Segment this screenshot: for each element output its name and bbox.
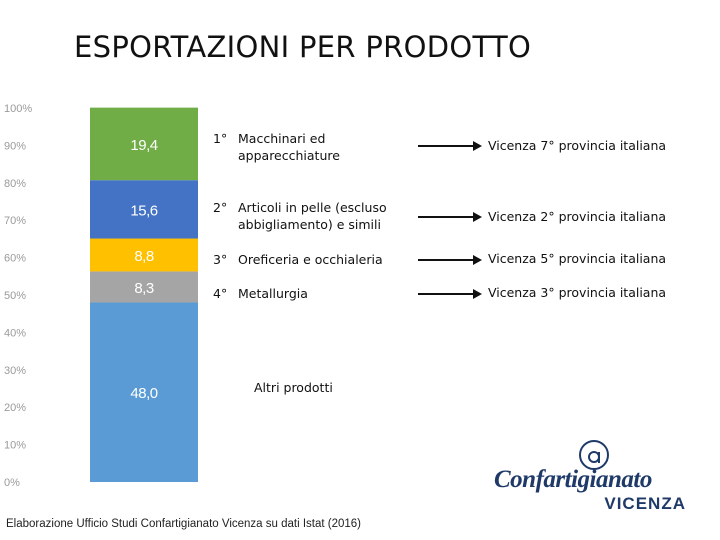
y-tick-label: 70% — [4, 215, 26, 227]
arrow-icon — [418, 255, 482, 265]
y-tick-label: 0% — [4, 477, 20, 489]
y-tick-label: 10% — [4, 440, 26, 452]
other-products-label: Altri prodotti — [254, 380, 333, 395]
bar-value-label: 8,3 — [134, 280, 154, 297]
confartigianato-logo: Confartigianato VICENZA — [494, 438, 694, 518]
product-name-continued: apparecchiature — [238, 148, 340, 163]
bar-segment-3 — [90, 238, 198, 272]
province-rank-2: Vicenza 2° provincia italiana — [488, 209, 667, 224]
logo-mark-icon — [579, 440, 609, 470]
product-rank: 2° — [213, 200, 228, 215]
product-1: 1° Macchinari ed apparecchiature — [213, 130, 340, 164]
source-note: Elaborazione Ufficio Studi Confartigiana… — [6, 518, 362, 530]
product-rank: 1° — [213, 131, 228, 146]
logo-word: Confartigianato — [494, 466, 652, 493]
y-tick-label: 50% — [4, 290, 26, 302]
bar-value-label: 19,4 — [130, 137, 157, 154]
bar-segment-5 — [90, 107, 198, 181]
arrow-icon — [418, 289, 482, 299]
bar-value-label: 48,0 — [130, 385, 157, 402]
product-4: 4° Metallurgia — [213, 285, 308, 302]
y-tick-label: 90% — [4, 140, 26, 152]
chart-title: ESPORTAZIONI PER PRODOTTO — [74, 30, 532, 64]
product-name-continued: abbigliamento) e simili — [238, 217, 381, 232]
bar-segment-4 — [90, 180, 198, 239]
product-2: 2° Articoli in pelle (escluso abbigliamen… — [213, 199, 387, 233]
bar-value-label: 8,8 — [134, 248, 154, 265]
product-name: Articoli in pelle (escluso — [238, 200, 387, 215]
y-tick-label: 30% — [4, 365, 26, 377]
y-tick-label: 100% — [4, 103, 32, 115]
y-tick-label: 80% — [4, 178, 26, 190]
product-3: 3° Oreficeria e occhialeria — [213, 251, 383, 268]
province-rank-4: Vicenza 3° provincia italiana — [488, 285, 667, 300]
product-name: Oreficeria e occhialeria — [238, 252, 383, 267]
province-rank-1: Vicenza 7° provincia italiana — [488, 138, 667, 153]
y-tick-label: 20% — [4, 402, 26, 414]
province-rank-3: Vicenza 5° provincia italiana — [488, 251, 667, 266]
y-tick-label: 60% — [4, 253, 26, 265]
bar-value-label: 15,6 — [130, 202, 157, 219]
product-rank: 4° — [213, 286, 228, 301]
bar-segment-2 — [90, 271, 198, 303]
arrow-icon — [418, 212, 482, 222]
product-name: Metallurgia — [238, 286, 308, 301]
logo-city: VICENZA — [604, 494, 686, 513]
bar-segment-1 — [90, 302, 198, 482]
product-name: Macchinari ed — [238, 131, 326, 146]
arrow-icon — [418, 141, 482, 151]
y-tick-label: 40% — [4, 327, 26, 339]
product-rank: 3° — [213, 252, 228, 267]
